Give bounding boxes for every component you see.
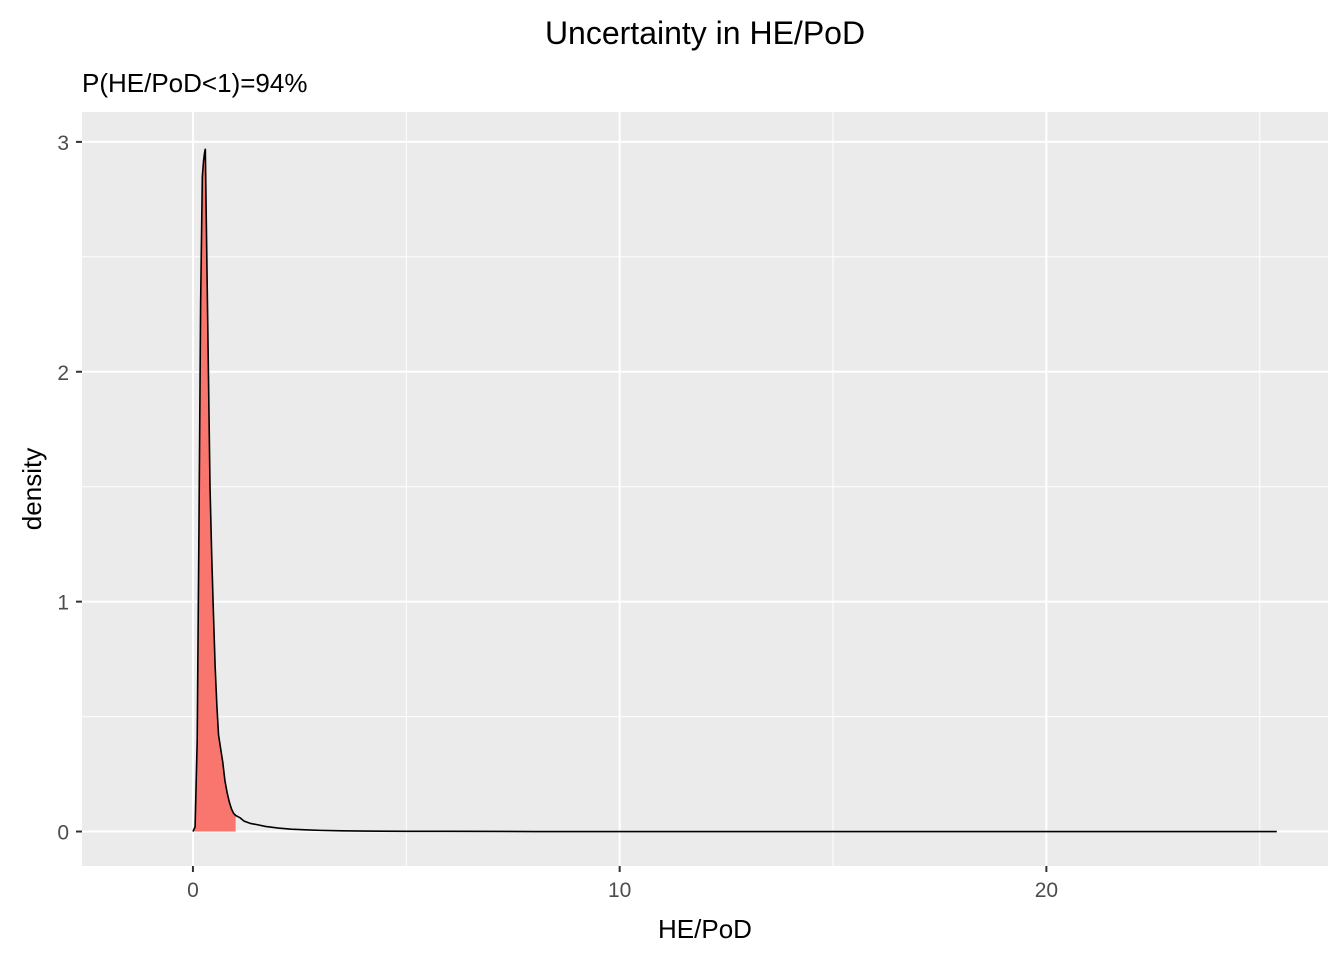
y-tick-label: 1	[57, 592, 69, 615]
x-tick-label: 0	[187, 879, 199, 902]
y-tick-label: 0	[57, 822, 69, 845]
x-tick-label: 20	[1035, 879, 1058, 902]
chart-title: Uncertainty in HE/PoD	[545, 15, 865, 51]
plot-panel	[82, 112, 1328, 866]
x-tick-label: 10	[608, 879, 631, 902]
y-tick-label: 2	[57, 362, 69, 385]
shaded-density-area	[192, 148, 236, 832]
density-curve-line	[192, 148, 1277, 833]
x-axis-title: HE/PoD	[658, 914, 752, 944]
x-axis-ticks: 0 10 20	[187, 866, 1058, 902]
chart-subtitle: P(HE/PoD<1)=94%	[82, 68, 307, 98]
y-tick-label: 3	[57, 132, 69, 155]
minor-gridlines	[82, 112, 1328, 866]
y-axis-title: density	[17, 448, 47, 530]
y-axis-ticks: 0 1 2 3	[57, 132, 82, 845]
